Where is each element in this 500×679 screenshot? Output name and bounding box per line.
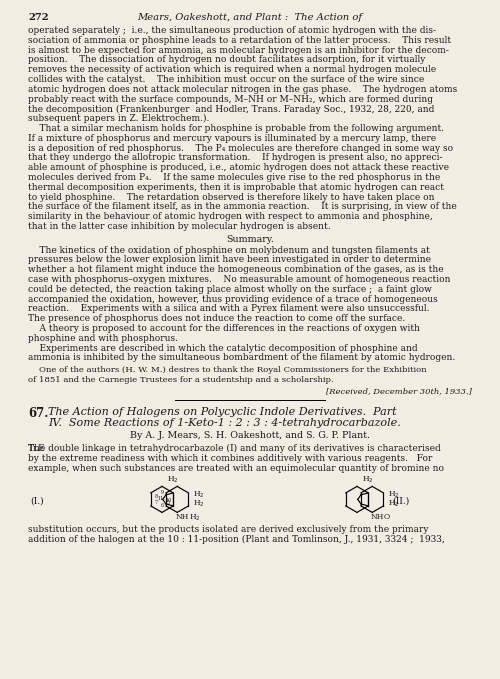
Text: H$_2$: H$_2$: [167, 474, 178, 485]
Text: could be detected, the reaction taking place almost wholly on the surface ;  a f: could be detected, the reaction taking p…: [28, 285, 432, 294]
Text: by the extreme readiness with which it combines additively with various reagents: by the extreme readiness with which it c…: [28, 454, 432, 463]
Text: 272: 272: [28, 13, 48, 22]
Text: H$_2$: H$_2$: [388, 498, 400, 509]
Text: The kinetics of the oxidation of phosphine on molybdenum and tungsten filaments : The kinetics of the oxidation of phosphi…: [28, 246, 430, 255]
Text: that they undergo the allotropic transformation.    If hydrogen is present also,: that they undergo the allotropic transfo…: [28, 153, 442, 162]
Text: similarity in the behaviour of atomic hydrogen with respect to ammonia and phosp: similarity in the behaviour of atomic hy…: [28, 213, 433, 221]
Text: The double linkage in tetrahydrocarbazole (I) and many of its derivatives is cha: The double linkage in tetrahydrocarbazol…: [28, 444, 441, 453]
Text: reaction.    Experiments with a silica and with a Pyrex filament were also unsuc: reaction. Experiments with a silica and …: [28, 304, 429, 314]
Text: O: O: [384, 513, 390, 521]
Text: operated separately ;  i.e., the simultaneous production of atomic hydrogen with: operated separately ; i.e., the simultan…: [28, 26, 436, 35]
Text: the decomposition (Frankenburger  and Hodler, Trans. Faraday Soc., 1932, 28, 220: the decomposition (Frankenburger and Hod…: [28, 105, 434, 113]
Text: Experiments are described in which the catalytic decomposition of phosphine and: Experiments are described in which the c…: [28, 344, 417, 352]
Text: 8: 8: [154, 494, 158, 498]
Text: pressures below the lower explosion limit have been investigated in order to det: pressures below the lower explosion limi…: [28, 255, 431, 264]
Text: the surface of the filament itself, as in the ammonia reaction.    It is surpris: the surface of the filament itself, as i…: [28, 202, 457, 211]
Text: If a mixture of phosphorus and mercury vapours is illuminated by a mercury lamp,: If a mixture of phosphorus and mercury v…: [28, 134, 436, 143]
Text: By A. J. Mears, S. H. Oakeshott, and S. G. P. Plant.: By A. J. Mears, S. H. Oakeshott, and S. …: [130, 431, 370, 440]
Text: to yield phosphine.    The retardation observed is therefore likely to have take: to yield phosphine. The retardation obse…: [28, 193, 434, 202]
Text: collides with the catalyst.    The inhibition must occur on the surface of the w: collides with the catalyst. The inhibiti…: [28, 75, 424, 84]
Text: TʟE: TʟE: [28, 444, 46, 453]
Text: accompanied the oxidation, however, thus providing evidence of a trace of homoge: accompanied the oxidation, however, thus…: [28, 295, 438, 304]
Text: 11: 11: [158, 496, 164, 501]
Text: The presence of phosphorus does not induce the reaction to come off the surface.: The presence of phosphorus does not indu…: [28, 314, 405, 323]
Text: sociation of ammonia or phosphine leads to a retardation of the latter process. : sociation of ammonia or phosphine leads …: [28, 36, 451, 45]
Text: [Received, December 30th, 1933.]: [Received, December 30th, 1933.]: [326, 387, 472, 394]
Text: H$_2$: H$_2$: [194, 490, 205, 500]
Text: IV.  Some Reactions of 1-Keto-1 : 2 : 3 : 4-tetrahydrocarbazole.: IV. Some Reactions of 1-Keto-1 : 2 : 3 :…: [48, 418, 401, 428]
Text: One of the authors (H. W. M.) desires to thank the Royal Commissioners for the E: One of the authors (H. W. M.) desires to…: [28, 366, 426, 374]
Text: example, when such substances are treated with an equimolecular quantity of brom: example, when such substances are treate…: [28, 464, 444, 473]
Text: 10: 10: [166, 498, 172, 503]
Text: able amount of phosphine is produced, i.e., atomic hydrogen does not attack thes: able amount of phosphine is produced, i.…: [28, 163, 449, 172]
Text: H$_2$: H$_2$: [388, 490, 400, 500]
Text: The Action of Halogens on Polycyclic Indole Derivatives.  Part: The Action of Halogens on Polycyclic Ind…: [48, 407, 397, 417]
Text: 9: 9: [160, 490, 164, 496]
Text: (I.): (I.): [30, 497, 44, 506]
Text: 67.: 67.: [28, 407, 48, 420]
Text: A theory is proposed to account for the differences in the reactions of oxygen w: A theory is proposed to account for the …: [28, 324, 420, 333]
Text: H$_2$: H$_2$: [194, 498, 205, 509]
Text: (II.): (II.): [392, 497, 409, 506]
Text: 6: 6: [160, 503, 164, 509]
Text: phosphine and with phosphorus.: phosphine and with phosphorus.: [28, 334, 178, 343]
Text: that in the latter case inhibition by molecular hydrogen is absent.: that in the latter case inhibition by mo…: [28, 222, 330, 231]
Text: probably react with the surface compounds, M–NH or M–NH₂, which are formed durin: probably react with the surface compound…: [28, 94, 433, 104]
Text: addition of the halogen at the 10 : 11-position (Plant and Tomlinson, J., 1931, : addition of the halogen at the 10 : 11-p…: [28, 535, 445, 545]
Text: H$_2$: H$_2$: [189, 512, 200, 523]
Text: removes the necessity of activation which is required when a normal hydrogen mol: removes the necessity of activation whic…: [28, 65, 436, 74]
Text: Summary.: Summary.: [226, 235, 274, 244]
Text: molecules derived from P₄.    If the same molecules give rise to the red phospho: molecules derived from P₄. If the same m…: [28, 173, 440, 182]
Text: is almost to be expected for ammonia, as molecular hydrogen is an inhibitor for : is almost to be expected for ammonia, as…: [28, 45, 449, 54]
Text: subsequent papers in Z. Elektrochem.).: subsequent papers in Z. Elektrochem.).: [28, 114, 210, 124]
Text: atomic hydrogen does not attack molecular nitrogen in the gas phase.    The hydr: atomic hydrogen does not attack molecula…: [28, 85, 457, 94]
Text: case with phosphorus–oxygen mixtures.    No measurable amount of homogeneous rea: case with phosphorus–oxygen mixtures. No…: [28, 275, 450, 284]
Text: is a deposition of red phosphorus.    The P₄ molecules are therefore changed in : is a deposition of red phosphorus. The P…: [28, 143, 453, 153]
Text: That a similar mechanism holds for phosphine is probable from the following argu: That a similar mechanism holds for phosp…: [28, 124, 444, 133]
Text: ammonia is inhibited by the simultaneous bombardment of the filament by atomic h: ammonia is inhibited by the simultaneous…: [28, 353, 455, 363]
Text: H$_2$: H$_2$: [362, 474, 374, 485]
Text: Mears, Oakeshott, and Plant :  The Action of: Mears, Oakeshott, and Plant : The Action…: [138, 13, 362, 22]
Text: 7: 7: [155, 500, 158, 505]
Text: NH: NH: [371, 513, 384, 521]
Text: whether a hot filament might induce the homogeneous combination of the gases, as: whether a hot filament might induce the …: [28, 265, 444, 274]
Text: NH: NH: [176, 513, 190, 521]
Text: substitution occurs, but the products isolated are derived exclusively from the : substitution occurs, but the products is…: [28, 526, 428, 534]
Text: position.    The dissociation of hydrogen no doubt facilitates adsorption, for i: position. The dissociation of hydrogen n…: [28, 56, 425, 65]
Text: of 1851 and the Carnegie Trustees for a studentship and a scholarship.: of 1851 and the Carnegie Trustees for a …: [28, 376, 334, 384]
Text: 5: 5: [166, 500, 169, 505]
Text: thermal decomposition experiments, then it is improbable that atomic hydrogen ca: thermal decomposition experiments, then …: [28, 183, 444, 191]
